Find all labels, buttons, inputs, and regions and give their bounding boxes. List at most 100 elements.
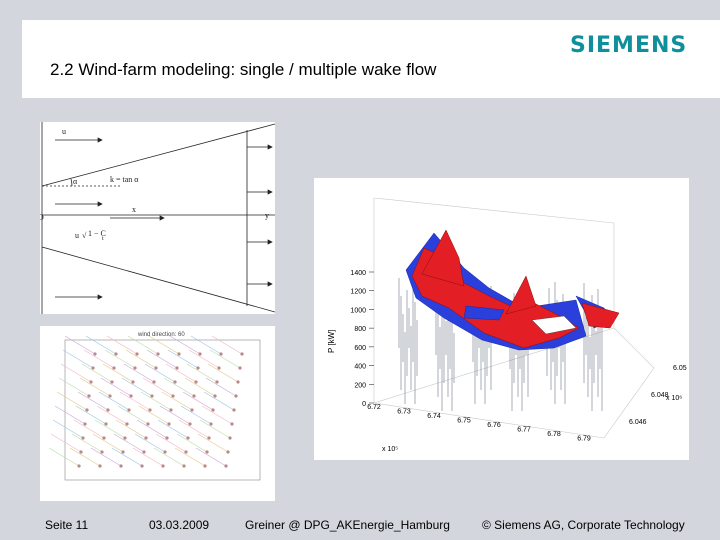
surface-peak-right <box>505 275 537 315</box>
turbine-dot <box>125 422 129 426</box>
y-tick-label: 6.048 <box>651 392 669 399</box>
wake-streak <box>195 447 227 467</box>
turbine-dot <box>171 394 175 398</box>
header-bar <box>22 20 720 98</box>
wake-streak <box>106 335 138 355</box>
turbine-dot <box>77 464 81 468</box>
turbine-dot <box>98 464 102 468</box>
x-tick-label: 6.78 <box>547 431 561 438</box>
z-tick-label: 0 <box>362 401 366 408</box>
chart-box <box>373 197 655 439</box>
turbine-dot <box>102 436 106 440</box>
wake-label-4: D <box>40 213 44 222</box>
wake-streak <box>102 363 134 383</box>
turbine-dot <box>79 450 83 454</box>
wake-streak <box>161 391 193 411</box>
x-ticks: 6.72 6.73 6.74 6.75 6.76 6.77 6.78 6.79 <box>367 404 591 443</box>
wake-streak <box>136 419 168 439</box>
wake-streak <box>197 433 229 453</box>
wake-streak <box>125 349 157 369</box>
wake-streak <box>60 363 92 383</box>
wake-streak <box>203 391 235 411</box>
turbine-dot <box>129 394 133 398</box>
wake-streak <box>207 363 239 383</box>
wake-streak <box>75 405 107 425</box>
turbine-dot <box>167 422 171 426</box>
wake-streak <box>132 447 164 467</box>
wake-streak <box>153 447 185 467</box>
wind-direction-plot: wind direction: 60 <box>40 326 275 501</box>
wake-streak <box>165 363 197 383</box>
turbine-dot <box>142 450 146 454</box>
turbine-dot <box>228 436 232 440</box>
wake-streak <box>83 349 115 369</box>
turbine-dot <box>127 408 131 412</box>
wake-streak <box>64 335 96 355</box>
wake-streak <box>157 419 189 439</box>
turbine-dot <box>91 366 95 370</box>
turbine-dot <box>175 366 179 370</box>
turbine-dot <box>236 380 240 384</box>
z-tick-label: 200 <box>354 382 366 389</box>
turbine-dot <box>87 394 91 398</box>
x-tick-label: 6.75 <box>457 418 471 425</box>
z-tick-label: 800 <box>354 326 366 333</box>
turbine-dot <box>144 436 148 440</box>
x-tick-label: 6.76 <box>487 422 501 429</box>
wake-streak <box>186 363 218 383</box>
wake-streak <box>174 447 206 467</box>
turbine-dot <box>131 380 135 384</box>
wake-streak <box>134 433 166 453</box>
wake-streak <box>180 405 212 425</box>
wake-streak <box>138 405 170 425</box>
wind-direction-title: wind direction: 60 <box>137 332 185 338</box>
turbine-dot <box>89 380 93 384</box>
turbine-dot <box>165 436 169 440</box>
turbine-dot <box>219 352 223 356</box>
turbine-dot <box>148 408 152 412</box>
wake-streak <box>115 419 147 439</box>
wake-edge-top <box>41 123 275 187</box>
turbine-dot <box>240 352 244 356</box>
x-tick-label: 6.72 <box>367 404 381 411</box>
wake-streak <box>62 349 94 369</box>
footer-date: 03.03.2009 <box>149 518 210 532</box>
wake-streak <box>142 377 174 397</box>
turbine-dot <box>169 408 173 412</box>
wake-label-5: y <box>265 211 269 220</box>
wake-streak <box>155 433 187 453</box>
turbine-dot <box>140 464 144 468</box>
x-tick-label: 6.77 <box>517 427 531 434</box>
turbine-dot <box>213 394 217 398</box>
wake-streak <box>178 419 210 439</box>
power-surface-chart: 0 200 400 600 800 1000 1200 1400 P [kW] 6.72 6.7… <box>314 178 689 460</box>
turbine-dot <box>182 464 186 468</box>
wake-streak <box>48 447 80 467</box>
x-tick-label: 6.73 <box>397 409 411 416</box>
wake-label-2: k = tan α <box>110 175 139 184</box>
wake-streak <box>140 391 172 411</box>
turbine-dot <box>186 436 190 440</box>
z-axis-label: P [kW] <box>327 330 336 353</box>
turbine-dot <box>188 422 192 426</box>
turbine-dot <box>217 366 221 370</box>
wake-streak <box>79 377 111 397</box>
wake-streak <box>119 391 151 411</box>
wake-streak <box>117 405 149 425</box>
wake-label-7: √ <box>82 231 87 240</box>
turbine-dot <box>238 366 242 370</box>
turbine-dot <box>192 394 196 398</box>
wake-streak <box>148 335 180 355</box>
wake-streak <box>104 349 136 369</box>
wake-streak <box>50 433 82 453</box>
turbine-dot <box>226 450 230 454</box>
z-tick-label: 1400 <box>350 270 366 277</box>
x-tick-label: 6.74 <box>427 413 441 420</box>
turbine-dot <box>133 366 137 370</box>
wake-streak <box>121 377 153 397</box>
turbine-dot <box>211 408 215 412</box>
wake-streak <box>205 377 237 397</box>
z-tick-label: 600 <box>354 345 366 352</box>
turbine-dot <box>93 352 97 356</box>
wake-streak <box>71 433 103 453</box>
